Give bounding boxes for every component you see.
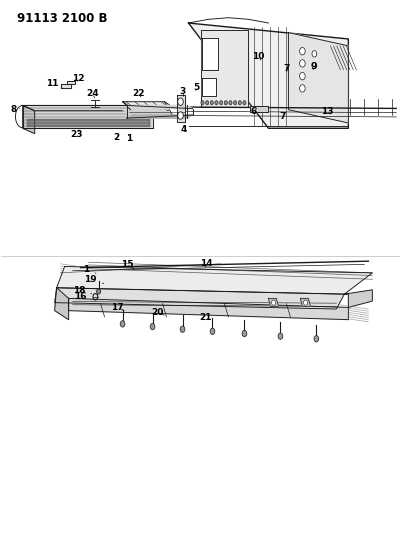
- Text: 2: 2: [113, 133, 119, 142]
- Polygon shape: [23, 106, 34, 134]
- Text: 15: 15: [122, 261, 134, 269]
- Polygon shape: [67, 81, 75, 84]
- Circle shape: [178, 112, 183, 119]
- Polygon shape: [123, 102, 172, 107]
- Circle shape: [233, 101, 237, 105]
- Polygon shape: [127, 106, 192, 109]
- Polygon shape: [123, 110, 172, 115]
- Circle shape: [300, 85, 305, 92]
- Text: 19: 19: [84, 274, 104, 284]
- Circle shape: [120, 321, 125, 327]
- Text: 1: 1: [83, 265, 96, 273]
- Circle shape: [180, 326, 185, 333]
- Text: 16: 16: [73, 292, 92, 301]
- Circle shape: [271, 300, 275, 305]
- Text: 24: 24: [86, 89, 99, 98]
- Text: 20: 20: [152, 308, 164, 317]
- Circle shape: [300, 72, 305, 80]
- Text: 8: 8: [11, 105, 20, 114]
- Polygon shape: [176, 95, 184, 122]
- Polygon shape: [127, 115, 192, 118]
- Polygon shape: [69, 298, 348, 320]
- Circle shape: [178, 98, 183, 106]
- Circle shape: [224, 101, 227, 105]
- Polygon shape: [23, 106, 152, 128]
- Text: 12: 12: [72, 74, 85, 83]
- Polygon shape: [203, 38, 219, 70]
- Polygon shape: [300, 298, 310, 306]
- Circle shape: [97, 289, 101, 294]
- Text: 3: 3: [179, 86, 186, 96]
- Text: 5: 5: [193, 83, 200, 92]
- Polygon shape: [188, 23, 348, 128]
- Circle shape: [150, 324, 155, 330]
- Polygon shape: [251, 106, 268, 112]
- Circle shape: [243, 101, 246, 105]
- Circle shape: [304, 300, 308, 305]
- Text: 21: 21: [199, 312, 212, 321]
- Text: 14: 14: [200, 259, 213, 268]
- Circle shape: [210, 328, 215, 335]
- Circle shape: [220, 101, 223, 105]
- Polygon shape: [200, 30, 249, 107]
- Circle shape: [300, 60, 305, 67]
- Circle shape: [215, 101, 218, 105]
- Polygon shape: [23, 106, 168, 111]
- Polygon shape: [57, 266, 373, 294]
- Polygon shape: [268, 298, 278, 306]
- Polygon shape: [55, 288, 69, 320]
- Text: 23: 23: [70, 130, 83, 139]
- Text: 10: 10: [252, 52, 265, 61]
- Text: 7: 7: [283, 64, 290, 72]
- Polygon shape: [288, 33, 348, 123]
- Polygon shape: [27, 119, 148, 126]
- Text: 18: 18: [73, 286, 92, 295]
- Text: 13: 13: [321, 107, 334, 116]
- Text: 22: 22: [132, 89, 145, 98]
- Polygon shape: [55, 288, 344, 309]
- Polygon shape: [344, 290, 373, 308]
- Circle shape: [238, 101, 241, 105]
- Polygon shape: [61, 84, 71, 88]
- Circle shape: [201, 101, 204, 105]
- Circle shape: [278, 333, 283, 340]
- Text: 6: 6: [251, 107, 257, 116]
- Circle shape: [314, 336, 319, 342]
- Circle shape: [300, 47, 305, 55]
- Circle shape: [312, 51, 317, 57]
- Text: 9: 9: [310, 62, 317, 71]
- Circle shape: [206, 101, 209, 105]
- Text: 4: 4: [180, 125, 186, 134]
- Text: 17: 17: [111, 303, 124, 312]
- Text: 7: 7: [279, 111, 286, 120]
- Text: 11: 11: [47, 78, 63, 88]
- Circle shape: [229, 101, 232, 105]
- Polygon shape: [203, 78, 217, 96]
- Circle shape: [242, 330, 247, 337]
- Circle shape: [210, 101, 213, 105]
- Circle shape: [312, 62, 317, 69]
- Text: 91113 2100 B: 91113 2100 B: [17, 12, 107, 26]
- Text: 1: 1: [126, 134, 132, 143]
